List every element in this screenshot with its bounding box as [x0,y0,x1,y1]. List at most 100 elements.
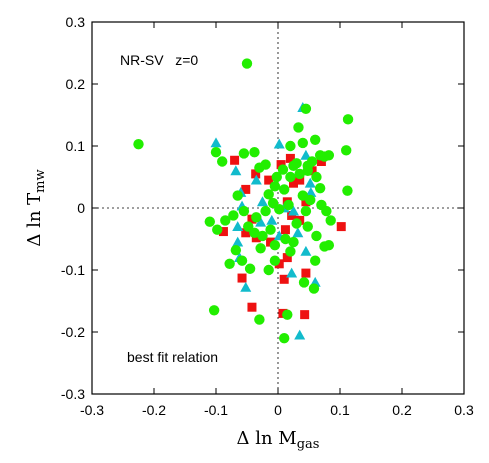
data-point-circle [291,218,302,229]
y-tick-label: -0.1 [61,262,85,278]
x-tick-label: -0.2 [142,402,166,418]
data-point-square [300,310,310,320]
data-point-triangle [300,149,312,160]
data-point-circle [308,283,320,294]
data-point-triangle [304,177,316,188]
data-point-circle [255,243,266,254]
data-point-circle [279,333,290,344]
data-point-square [280,225,290,235]
axis-ticks: -0.3 -0.2 -0.1 0 0.1 0.2 0.3 -0.3 -0.2 -0.1 0 0.1 0.… [61,14,474,418]
x-tick-label: 0.2 [392,402,412,418]
data-point-triangle [292,227,304,238]
data-point-triangle [294,329,306,340]
data-point-circle [260,205,271,217]
y-tick-label: 0.1 [66,138,86,154]
data-point-square [264,175,274,185]
data-point-circle [271,171,282,183]
data-point-circle [260,159,271,170]
data-point-circle [302,221,313,232]
x-tick-label: -0.1 [204,402,228,418]
data-point-circle [282,309,293,320]
x-axis-label: Δ ln Mgas [237,428,320,452]
data-point-circle [321,205,332,217]
data-point-circle [302,160,313,172]
data-point-circle [323,240,335,251]
data-point-circle [238,205,250,217]
data-point-square [289,178,298,188]
data-point-triangle [210,137,222,148]
data-point-circle [236,255,248,266]
data-point-circle [342,185,353,196]
data-point-circle [288,236,299,248]
data-point-square [279,274,289,284]
data-point-square [230,155,240,165]
data-point-triangle [305,187,317,197]
data-point-circle [311,171,322,183]
data-point-circle [285,246,296,257]
data-point-triangle [255,216,267,227]
data-point-triangle [288,205,299,216]
data-point-square [282,253,292,263]
data-point-circle [294,168,305,180]
data-point-circle [283,199,294,211]
data-point-circle [325,215,336,226]
data-point-circle [257,230,268,242]
data-point-circle [224,258,235,269]
data-point-circle [280,233,291,245]
data-points [133,58,354,344]
data-point-circle [285,140,296,152]
data-point-circle [220,215,231,226]
data-point-square [247,302,257,312]
data-point-triangle [232,236,244,247]
data-point-circle [251,212,262,223]
data-point-circle [217,156,228,167]
data-point-triangle [240,281,252,292]
data-point-square [316,157,326,166]
data-point-circle [279,184,290,195]
data-point-circle [241,58,253,69]
annotation-simulation-label: NR-SV z=0 [120,52,198,68]
data-point-square [266,237,276,247]
data-point-circle [297,190,308,201]
data-point-triangle [230,165,242,176]
data-point-circle [323,150,335,161]
data-point-triangle [250,174,262,185]
data-point-circle [267,197,279,209]
data-point-circle [310,134,321,145]
data-point-triangle [300,245,312,256]
x-tick-label: 0 [274,402,282,418]
data-point-square [276,160,286,170]
data-point-circle [254,314,265,325]
data-point-circle [208,305,220,316]
annotation-fit-label: best fit relation [127,349,218,365]
y-tick-label: -0.3 [61,386,85,402]
data-point-triangle [273,138,285,149]
data-point-square [295,175,305,185]
y-tick-label: 0.3 [66,14,86,30]
data-point-square [251,169,261,179]
data-point-triangle [257,196,268,207]
data-point-circle [265,224,276,235]
data-point-circle [310,255,321,266]
data-point-square [336,222,346,232]
data-point-triangle [266,214,278,225]
x-tick-label: 0.1 [330,402,350,418]
data-point-circle [263,264,274,276]
data-point-triangle [286,267,298,278]
data-point-circle [285,171,296,183]
data-point-square [251,233,261,243]
x-tick-label: -0.3 [80,402,104,418]
data-point-circle [249,147,260,158]
y-tick-label: 0 [77,200,85,216]
data-point-triangle [232,221,244,231]
y-tick-label: -0.2 [61,324,85,340]
data-point-circle [249,227,260,238]
data-point-circle [293,122,304,133]
data-point-circle [269,240,281,251]
data-point-square [218,227,228,237]
data-point-circle [300,103,312,115]
data-point-square [237,273,247,283]
data-point-circle [297,137,308,149]
data-point-circle [228,210,239,221]
